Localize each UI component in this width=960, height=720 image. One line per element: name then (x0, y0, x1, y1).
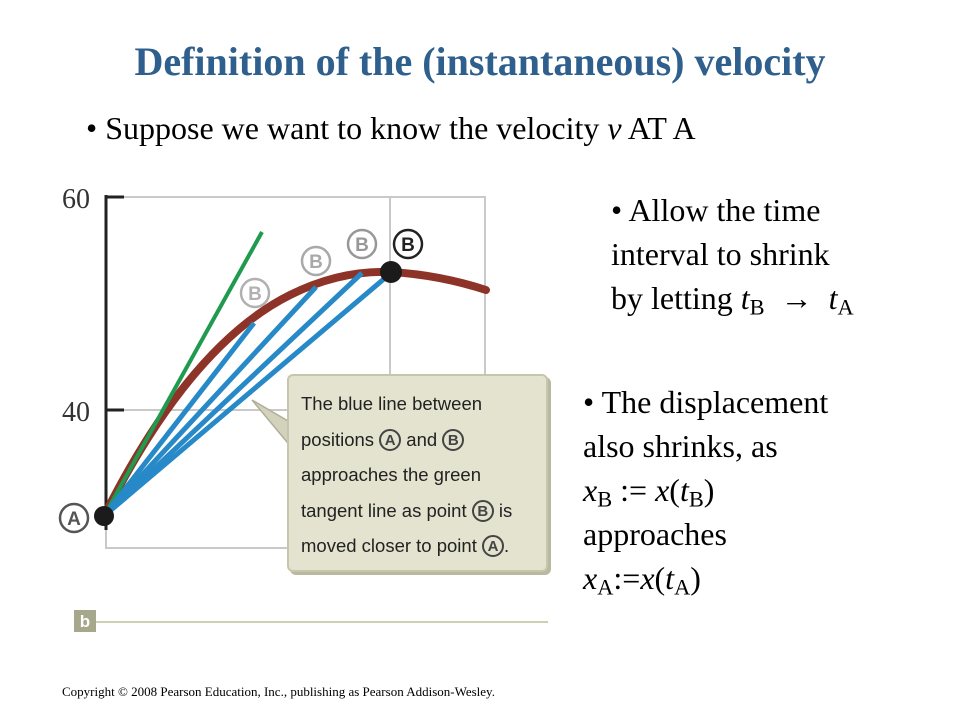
def-operator: := (613, 560, 641, 596)
def-xb: xB := x(tB) (583, 472, 715, 512)
callout-line-4: tangent line as point B is (301, 493, 541, 529)
callout-line-5: moved closer to point A. (301, 528, 541, 564)
callout-circle-b: B (442, 428, 465, 451)
position-curve (100, 267, 490, 520)
sub-b: B (597, 486, 613, 512)
var-t: t (828, 280, 838, 316)
point-a-marker (94, 506, 114, 526)
right-bullet-2: • The displacement also shrinks, as xB :… (583, 380, 923, 600)
sub-a: A (837, 294, 854, 320)
callout-line-4-post: is (498, 499, 513, 521)
secant-line-2 (102, 285, 318, 518)
callout-circle-a-2: A (481, 535, 504, 557)
right-bullet-1-line-2: interval to shrink (611, 236, 830, 272)
sub-b: B (749, 294, 765, 320)
def-operator: := (612, 472, 656, 508)
var-x: x (583, 472, 598, 508)
callout-line-2-pre: positions (301, 428, 375, 450)
right-bullet-1-text-3: by letting (611, 280, 741, 316)
right-bullet-1-line-3: by letting tB → tA (611, 276, 911, 320)
label-b-circle-2: B (300, 245, 332, 277)
label-b-text-3: B (355, 235, 369, 256)
var-t: t (679, 472, 689, 508)
tangent-line (102, 231, 264, 517)
label-b-circle-3: B (346, 228, 378, 260)
point-b-marker (380, 261, 402, 283)
callout-period: . (503, 535, 510, 556)
callout-line-2: positions A and B (301, 422, 541, 458)
label-a-text: A (67, 509, 81, 530)
panel-label: b (80, 612, 90, 631)
right-bullet-2-line-2: also shrinks, as (583, 428, 778, 464)
callout-circle-a: A (379, 428, 402, 451)
var-x: x (583, 560, 598, 596)
arrow-icon: → (780, 280, 813, 316)
bullet-dot: • (86, 110, 98, 146)
main-bullet-text-pre: Suppose we want to know the velocity (105, 110, 608, 146)
sub-a: A (674, 574, 691, 600)
sub-b: B (688, 486, 704, 512)
label-b-circle-1: B (239, 277, 271, 309)
right-bullet-1: • Allow the time interval to shrink by l… (611, 188, 911, 320)
right-bullet-2-text-1: The displacement (601, 384, 829, 420)
callout-circle-b-2: B (471, 499, 494, 522)
slide-title: Definition of the (instantaneous) veloci… (134, 39, 826, 84)
callout-line-5-text: moved closer to point (301, 535, 477, 556)
var-x: x (640, 560, 655, 596)
var-x: x (655, 472, 670, 508)
approaches-text: approaches (583, 516, 727, 552)
right-bullet-1-line-1: • Allow the time (611, 188, 911, 232)
sub-a: A (597, 574, 614, 600)
label-b-text-4: B (401, 235, 415, 256)
velocity-variable: v (607, 110, 622, 146)
bullet-dot: • (583, 384, 595, 420)
y-tick-label-40: 40 (62, 397, 90, 428)
right-bullet-1-text-1: Allow the time (628, 192, 821, 228)
main-bullet: • Suppose we want to know the velocity v … (86, 110, 696, 147)
right-bullet-2-line-1: • The displacement (583, 380, 923, 424)
callout-line-2-mid: and (406, 428, 438, 450)
label-b-circle-4: B (392, 228, 424, 260)
callout-text: The blue line between positions A and B … (301, 386, 541, 564)
def-xa: xA:=x(tA) (583, 560, 701, 600)
secant-lines (102, 271, 387, 518)
label-a-circle: A (58, 502, 90, 534)
var-t: t (665, 560, 675, 596)
y-tick-label-60: 60 (62, 184, 90, 215)
callout-line-1: The blue line between (301, 393, 483, 414)
callout-box (287, 374, 548, 572)
panel-label-box (74, 610, 96, 632)
bullet-dot: • (611, 192, 623, 228)
label-b-text-2: B (309, 252, 323, 273)
copyright-notice: Copyright © 2008 Pearson Education, Inc.… (62, 684, 495, 699)
label-b-text-1: B (248, 284, 262, 305)
var-t: t (740, 280, 750, 316)
callout-line-4-pre: tangent line as point (301, 499, 467, 521)
secant-line-1 (102, 321, 256, 518)
secant-line-3 (102, 271, 364, 518)
secant-line-4 (102, 276, 387, 518)
main-bullet-text-post: AT A (621, 110, 696, 146)
callout-line-3: approaches the green (301, 464, 481, 485)
